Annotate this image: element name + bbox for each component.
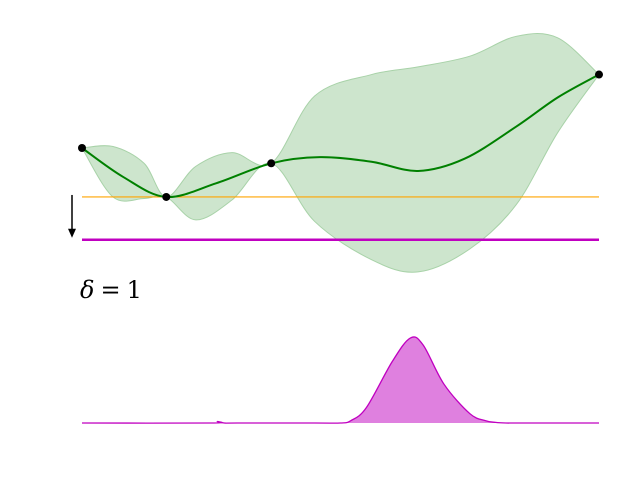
delta-arrow-head xyxy=(68,228,76,238)
acquisition-area xyxy=(82,336,599,424)
observation-point xyxy=(267,159,276,168)
observation-point xyxy=(78,144,86,152)
delta-annotation: δ = 1 xyxy=(80,276,142,304)
delta-equals-sign: = xyxy=(100,276,120,304)
acquisition-panel xyxy=(81,336,599,424)
confidence-band xyxy=(81,33,600,273)
delta-value: 1 xyxy=(127,276,142,304)
observation-point xyxy=(595,70,603,79)
observation-point xyxy=(162,192,171,201)
delta-symbol: δ xyxy=(80,276,94,304)
acquisition-curve xyxy=(81,336,599,424)
gp-posterior-panel xyxy=(68,33,603,273)
